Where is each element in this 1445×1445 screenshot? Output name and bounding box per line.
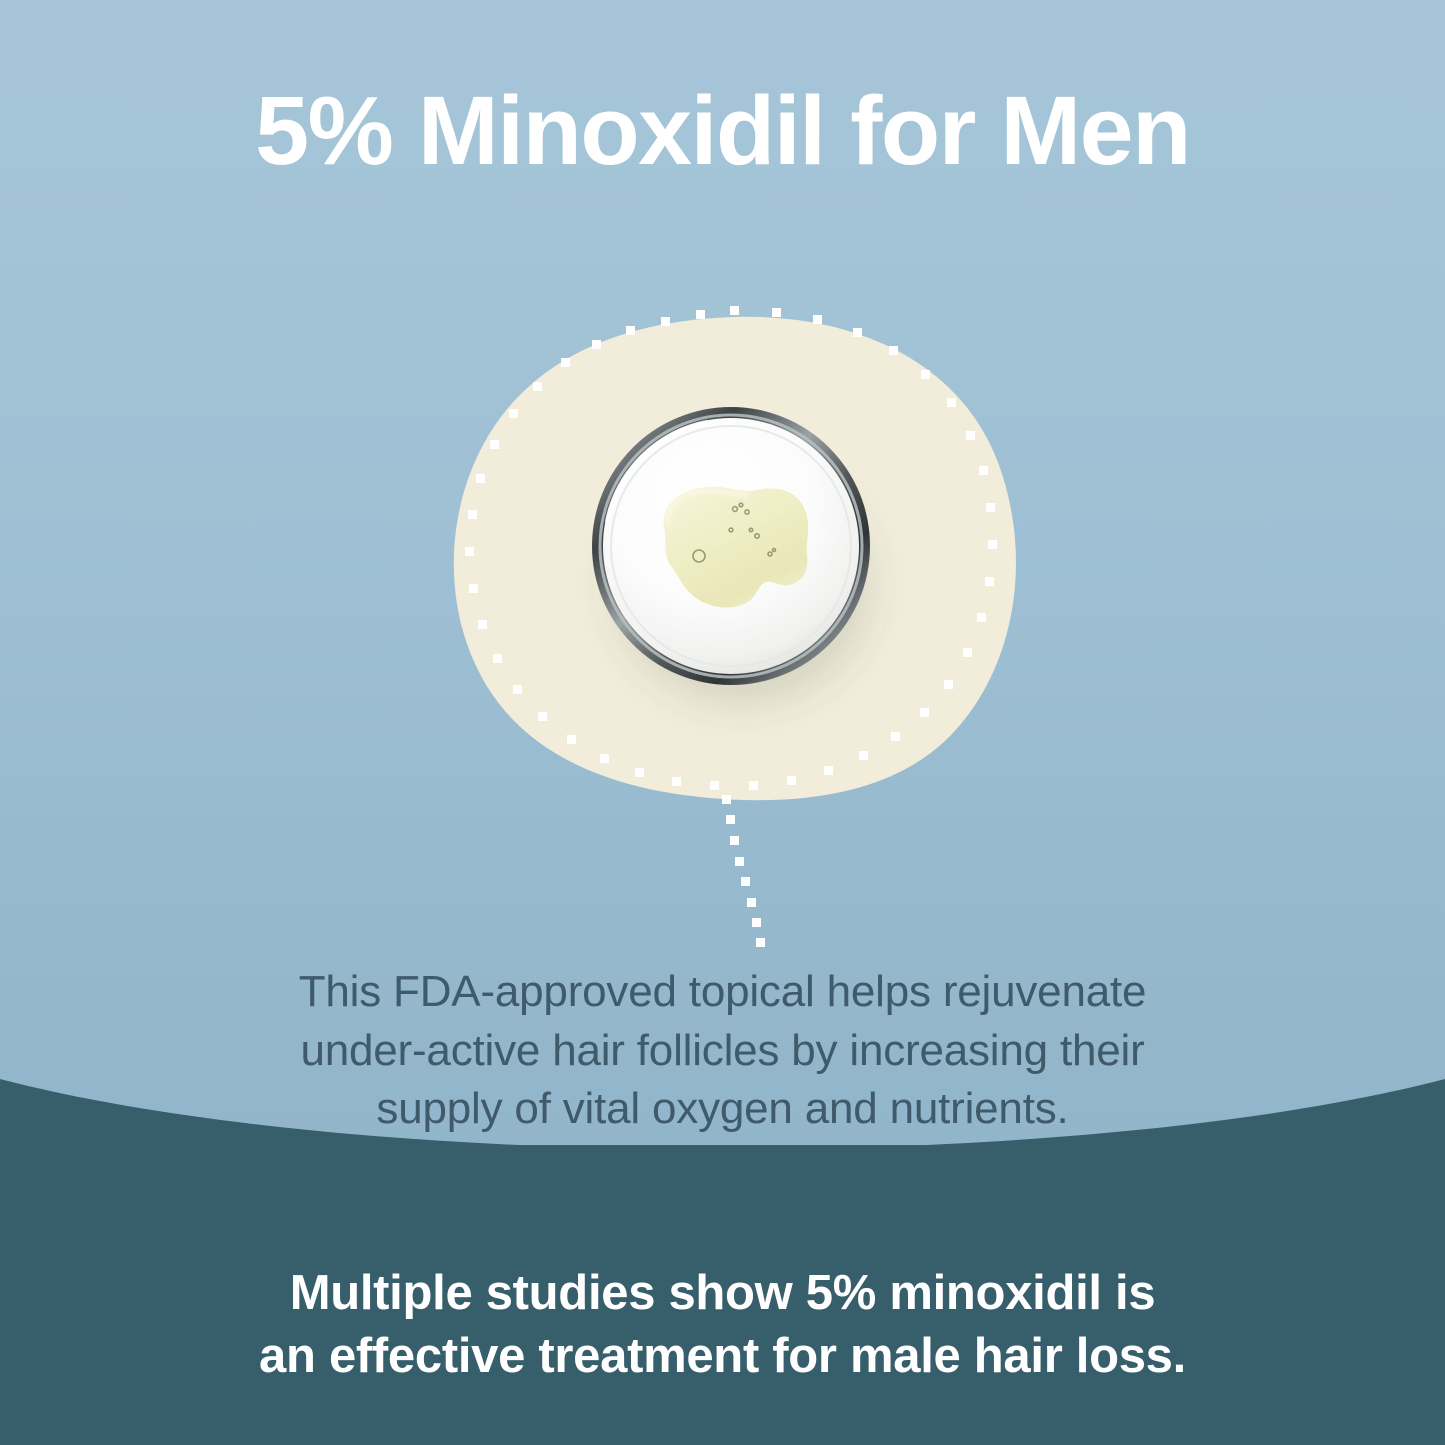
banner-line-1: Multiple studies show 5% minoxidil is: [289, 1266, 1156, 1320]
banner-panel: [0, 1145, 1445, 1445]
serum-highlight: [665, 488, 749, 525]
description-line-2: under-active hair follicles by increasin…: [300, 1025, 1145, 1075]
description-paragraph: This FDA-approved topical helps rejuvena…: [212, 963, 1233, 1139]
dish-interior: [603, 418, 859, 674]
dish-rim-inner-edge: [598, 413, 864, 679]
cream-blob-shape: [453, 316, 1016, 801]
banner-line-2: an effective treatment for male hair los…: [259, 1328, 1186, 1383]
banner-text: Multiple studies show 5% minoxidil is an…: [0, 1262, 1445, 1387]
description-line-1: This FDA-approved topical helps rejuvena…: [298, 967, 1147, 1016]
description-line-3: supply of vital oxygen and nutrients.: [376, 1084, 1069, 1134]
dotted-ring: [465, 306, 997, 790]
serum-droplet: [663, 486, 809, 608]
dish-inner-ring: [610, 425, 852, 667]
banner-curve-divider: [0, 1079, 1445, 1145]
serum-bubbles: [692, 502, 777, 563]
page-title: 5% Minoxidil for Men: [255, 76, 1191, 185]
dish-shadow: [590, 443, 894, 727]
dotted-trail: [722, 795, 765, 947]
dish-highlight-arc: [602, 417, 860, 675]
dish-rim: [592, 407, 870, 685]
